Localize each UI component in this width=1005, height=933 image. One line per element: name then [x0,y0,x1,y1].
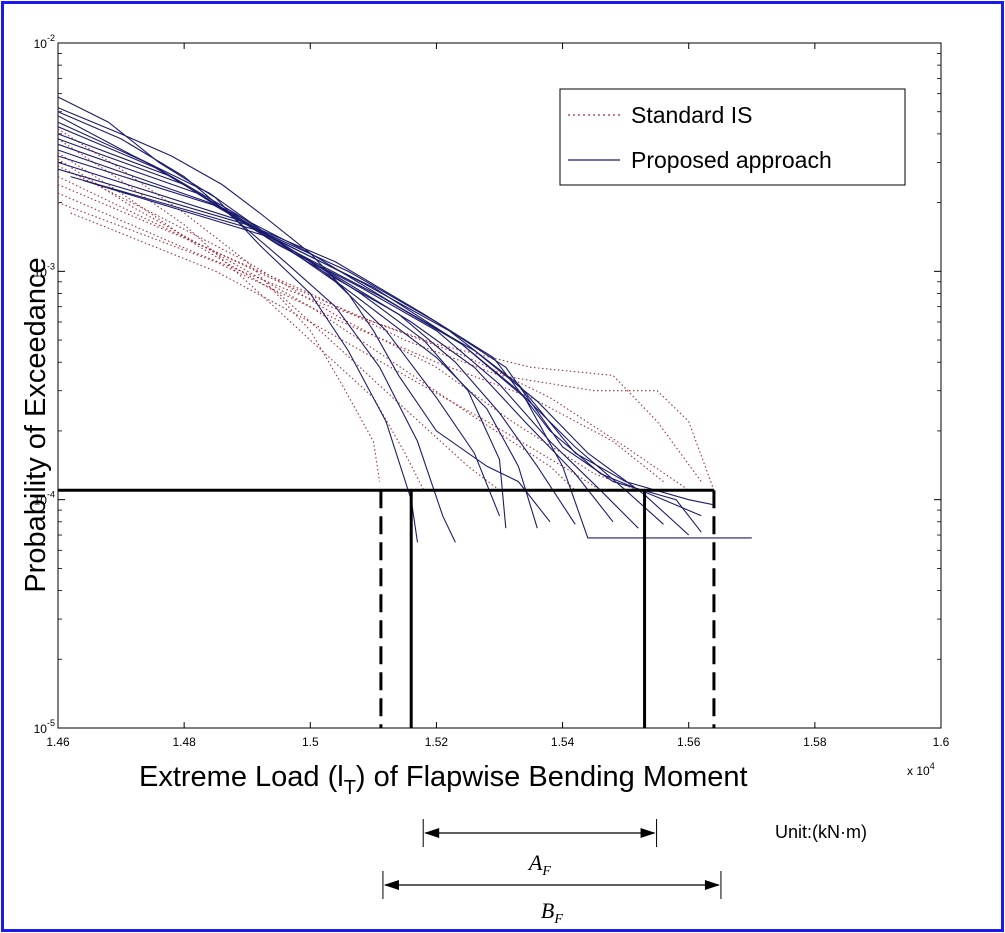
x-tick-label: 1.54 [551,735,575,749]
y-axis-label: Probability of Exceedance [20,257,52,592]
x-tick-label: 1.52 [425,735,449,749]
x-multiplier: x 104 [907,761,935,778]
proposed-approach-curve [57,143,639,529]
standard-is-curve [57,128,381,482]
standard-is-curve [57,192,702,482]
legend-box [559,88,906,186]
a-f-arrow-head-right [640,828,656,838]
x-axis-ticks: 1.46 1.48 1.5 1.52 1.54 1.56 1.58 1.6 [46,43,950,749]
x-tick-label: 1.5 [302,735,319,749]
standard-is-curve [57,202,664,483]
standard-is-curve [57,183,715,491]
x-tick-label: 1.58 [803,735,827,749]
unit-label: Unit:(kN·m) [775,822,867,842]
proposed-approach-curve [57,115,501,517]
proposed-approach-curve [57,149,664,525]
x-tick-label: 1.56 [677,735,701,749]
a-f-arrow-head-left [424,828,440,838]
standard-is-curve [57,176,690,491]
y-tick-label: 10-5 [34,718,55,736]
y-tick-label: 10-2 [34,33,55,51]
proposed-approach-curve [70,176,715,506]
proposed-approach-curve [83,179,752,539]
proposed-approach-curve [57,155,690,536]
proposed-approach-curve [57,111,456,543]
legend-label-standard-is: Standard IS [631,102,752,128]
standard-is-curve [57,138,425,491]
standard-is-curve [70,212,601,491]
x-tick-label: 1.48 [172,735,196,749]
y-tick-label: 10-4 [34,490,55,508]
proposed-approach-curve [57,96,419,543]
reference-lines [58,488,716,728]
standard-is-curve [57,165,639,491]
proposed-approach-curve [57,121,507,529]
legend: Standard IS Proposed approach [559,88,906,186]
a-f-label: AF [527,850,551,879]
series-layer [57,96,752,543]
b-f-arrow-head-right [704,880,720,890]
proposed-approach-curve [57,168,702,533]
legend-label-proposed: Proposed approach [631,147,832,173]
x-axis-label: Extreme Load (lT) of Flapwise Bending Mo… [139,761,748,799]
standard-is-curve [57,158,576,491]
proposed-approach-curve [57,138,614,523]
plot-area [57,42,942,729]
b-f-arrow-head-left [383,880,399,890]
range-arrows [382,819,722,899]
proposed-approach-curve [57,126,538,529]
proposed-approach-curve [57,161,702,517]
x-tick-label: 1.6 [933,735,950,749]
standard-is-curve [57,152,500,491]
y-axis-ticks: 10-5 10-4 10-3 10-2 [34,33,941,736]
b-f-label: BF [541,898,563,927]
x-tick-label: 1.46 [46,735,70,749]
y-tick-label: 10-3 [34,261,55,279]
proposed-approach-curve [57,107,551,523]
